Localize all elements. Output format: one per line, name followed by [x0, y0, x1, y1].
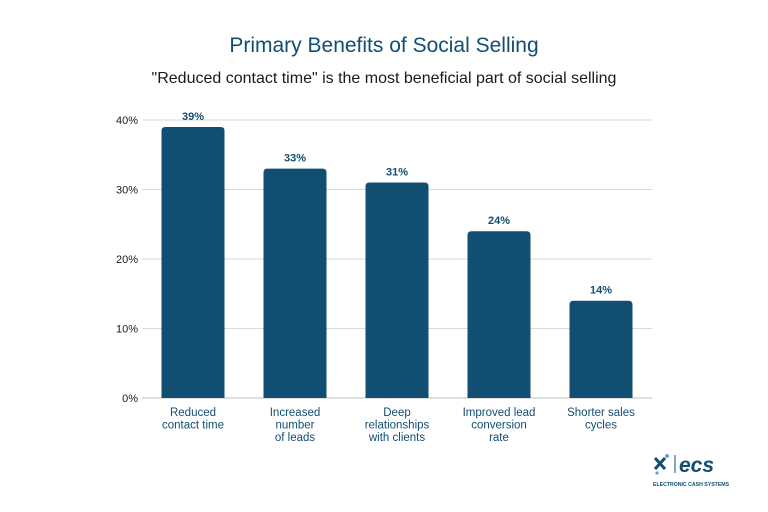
data-label: 39%: [182, 111, 204, 123]
category-label: of leads: [275, 432, 316, 444]
category-label: cycles: [585, 420, 617, 432]
category-label: contact time: [162, 420, 224, 432]
category-label: conversion: [471, 420, 527, 432]
y-tick-label: 40%: [116, 115, 138, 127]
data-label: 24%: [488, 215, 510, 227]
category-label: Increased: [270, 407, 321, 419]
category-label: Deep: [383, 407, 411, 419]
category-label: Reduced: [170, 407, 216, 419]
category-label: rate: [489, 432, 509, 444]
category-label: Improved lead: [463, 407, 536, 419]
bar: [263, 168, 327, 398]
logo-mark-icon: [653, 454, 669, 475]
bar: [365, 182, 429, 398]
bar: [161, 126, 225, 398]
category-label: with clients: [368, 432, 425, 444]
y-tick-label: 10%: [116, 324, 138, 336]
category-label: Shorter sales: [567, 407, 635, 419]
chart-subtitle: "Reduced contact time" is the most benef…: [151, 70, 617, 87]
category-label: number: [276, 420, 315, 432]
data-label: 31%: [386, 167, 408, 179]
y-tick-label: 30%: [116, 185, 138, 197]
bar: [467, 231, 531, 398]
data-label: 33%: [284, 153, 306, 165]
bar: [569, 300, 633, 398]
logo-brand: ecs: [679, 454, 714, 477]
chart-title: Primary Benefits of Social Selling: [229, 34, 539, 57]
category-label: relationships: [365, 420, 430, 432]
ecs-logo: ecs ELECTRONIC CASH SYSTEMS: [653, 454, 730, 488]
y-tick-label: 0%: [122, 393, 138, 405]
data-label: 14%: [590, 285, 612, 297]
logo-tagline: ELECTRONIC CASH SYSTEMS: [653, 482, 730, 488]
y-tick-label: 20%: [116, 254, 138, 266]
